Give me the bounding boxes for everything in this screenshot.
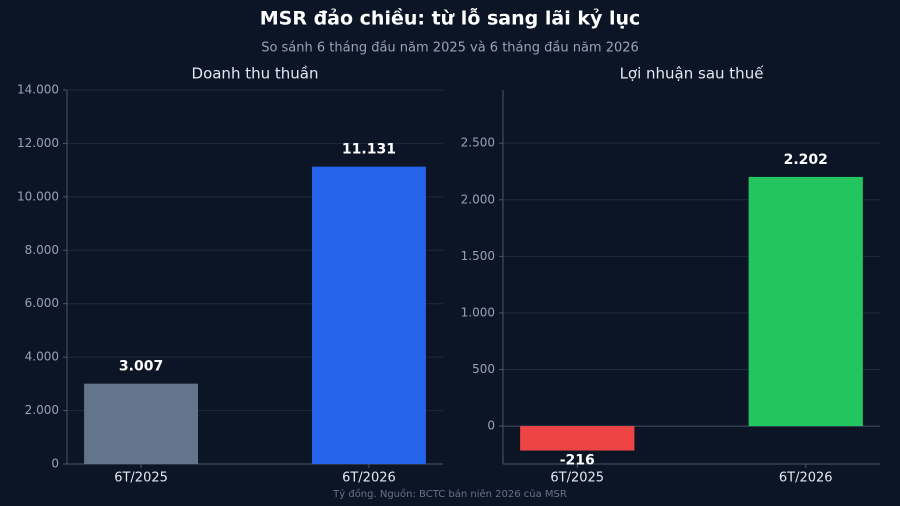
x-tick-label: 6T/2025 xyxy=(114,471,168,486)
chart-title: MSR đảo chiều: từ lỗ sang lãi kỷ lục xyxy=(260,6,641,30)
value-label: 11.131 xyxy=(342,142,396,158)
y-tick-label: 4.000 xyxy=(25,350,59,364)
y-tick-label: 1.000 xyxy=(461,305,495,319)
x-tick-label: 6T/2026 xyxy=(779,471,833,486)
y-tick-label: 12.000 xyxy=(17,136,59,150)
bar xyxy=(84,383,199,464)
y-tick-label: 8.000 xyxy=(25,243,59,257)
y-tick-label: 2.000 xyxy=(461,192,495,206)
y-tick-label: 14.000 xyxy=(17,83,59,97)
subplot-title: Doanh thu thuần xyxy=(192,65,319,83)
value-label: -216 xyxy=(560,453,595,469)
y-tick-label: 1.500 xyxy=(461,249,495,263)
x-tick-label: 6T/2026 xyxy=(342,471,396,486)
bar xyxy=(520,426,635,451)
y-tick-label: 500 xyxy=(472,362,495,376)
y-tick-label: 2.500 xyxy=(461,136,495,150)
y-tick-label: 2.000 xyxy=(25,403,59,417)
y-tick-label: 10.000 xyxy=(17,189,59,203)
value-label: 3.007 xyxy=(119,359,163,375)
x-tick-label: 6T/2025 xyxy=(550,471,604,486)
subplot-title: Lợi nhuận sau thuế xyxy=(620,65,765,83)
y-tick-label: 0 xyxy=(51,457,59,471)
y-tick-label: 6.000 xyxy=(25,296,59,310)
footnote: Tỷ đồng. Nguồn: BCTC bán niên 2026 của M… xyxy=(332,488,567,500)
bar xyxy=(311,166,426,464)
bar xyxy=(748,176,863,427)
value-label: 2.202 xyxy=(784,152,828,168)
y-tick-label: 0 xyxy=(487,419,495,433)
chart-subtitle: So sánh 6 tháng đầu năm 2025 và 6 tháng … xyxy=(261,41,639,56)
